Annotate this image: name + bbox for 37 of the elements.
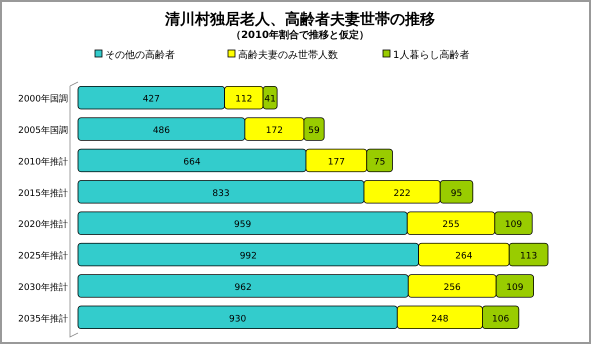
data-label: 833: [212, 188, 230, 199]
data-label: 95: [450, 188, 462, 199]
data-label: 112: [235, 94, 252, 105]
data-label: 41: [264, 94, 276, 105]
data-label: 427: [142, 94, 160, 105]
y-tick-label: 2030年推計: [18, 282, 68, 293]
y-tick-label: 2035年推計: [18, 313, 68, 324]
data-label: 177: [328, 157, 345, 168]
legend-label: その他の高齢者: [105, 49, 175, 61]
data-label: 75: [374, 157, 386, 168]
y-tick-label: 2000年国調: [18, 94, 68, 105]
chart-subtitle: （2010年割合で推移と仮定）: [231, 29, 369, 41]
data-label: 930: [229, 314, 246, 324]
data-label: 664: [183, 157, 201, 168]
data-label: 172: [266, 126, 283, 136]
data-label: 486: [152, 126, 170, 136]
data-label: 222: [393, 188, 411, 199]
data-label: 992: [240, 252, 257, 262]
data-label: 959: [234, 220, 252, 230]
legend-label: 1人暮らし高齢者: [393, 49, 470, 61]
chart-title: 清川村独居老人、高齢者夫妻世帯の推移: [164, 10, 435, 28]
y-tick-label: 2005年国調: [18, 125, 68, 136]
y-tick-label: 2025年推計: [18, 250, 68, 262]
data-label: 255: [442, 220, 460, 230]
y-tick-label: 2020年推計: [18, 219, 68, 230]
data-label: 264: [455, 252, 473, 262]
data-label: 59: [308, 126, 320, 136]
y-tick-label: 2010年推計: [18, 156, 68, 168]
data-label: 962: [234, 282, 252, 293]
data-label: 248: [431, 314, 449, 324]
legend-label: 高齢夫妻のみ世帯人数: [238, 49, 338, 61]
data-label: 106: [492, 314, 510, 324]
y-tick-label: 2015年推計: [18, 188, 68, 199]
data-label: 109: [504, 220, 522, 230]
data-label: 256: [444, 282, 462, 293]
data-label: 113: [520, 252, 538, 262]
data-label: 109: [506, 282, 524, 293]
